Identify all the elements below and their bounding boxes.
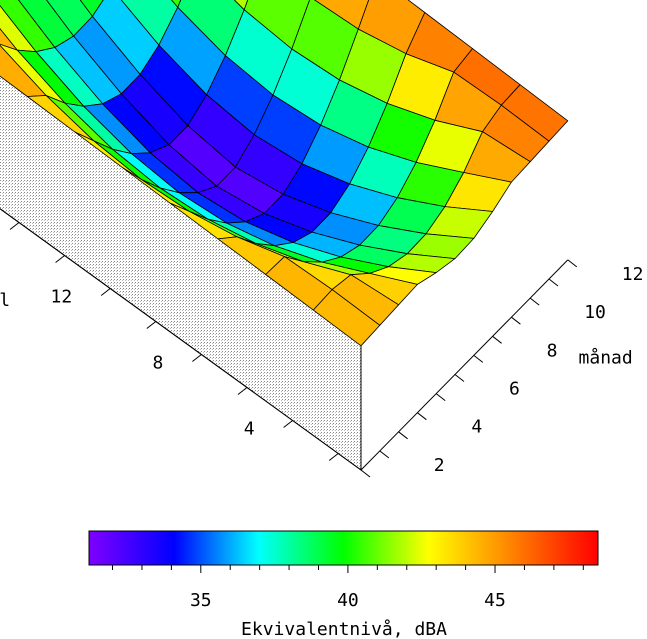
month-tick-label: 4 — [471, 417, 482, 438]
surface-patch — [312, 289, 381, 347]
month-tick — [417, 412, 427, 421]
month-tick — [360, 469, 371, 478]
month-tick — [435, 393, 446, 401]
hour-axis-title: kl — [0, 290, 10, 311]
surface-mesh — [0, 0, 569, 347]
axes: 24681012månad4812162024kl354045 — [0, 208, 644, 478]
month-tick — [454, 374, 465, 382]
surface-patch — [79, 0, 104, 17]
colorbar-tick-label: 40 — [337, 590, 359, 611]
hour-tick — [55, 255, 65, 263]
month-axis-title: månad — [579, 348, 633, 369]
hour-tick — [283, 420, 293, 428]
month-tick — [398, 431, 408, 440]
month-tick-label: 10 — [584, 302, 606, 323]
hour-tick — [192, 354, 202, 362]
hour-axis-line — [0, 208, 362, 471]
hour-tick — [146, 321, 157, 329]
month-tick-label: 8 — [547, 340, 558, 361]
surface-patch — [233, 0, 249, 11]
month-tick — [492, 335, 502, 344]
month-tick-label: 12 — [622, 264, 644, 285]
month-tick — [473, 355, 484, 363]
month-tick — [379, 450, 390, 459]
hour-tick-label: 4 — [244, 419, 255, 440]
month-tick-label: 6 — [509, 379, 520, 400]
colorbar-gradient — [88, 530, 599, 566]
colorbar-tick-label: 35 — [190, 590, 212, 611]
month-axis-line — [360, 259, 569, 471]
hour-tick — [9, 222, 20, 230]
month-tick — [511, 316, 521, 325]
colorbar-title: Ekvivalentnivå, dBA — [241, 619, 447, 639]
colorbar-tick-label: 45 — [484, 590, 506, 611]
hour-tick — [237, 387, 248, 395]
month-tick-label: 2 — [434, 455, 445, 476]
hour-tick-label: 12 — [51, 287, 73, 308]
month-tick — [529, 297, 540, 306]
colorbar: 35 40 45 Ekvivalentnivå, dBA — [88, 530, 599, 639]
hour-tick-label: 8 — [153, 353, 164, 374]
hour-tick — [328, 453, 339, 461]
month-tick — [548, 278, 559, 287]
month-tick — [567, 259, 578, 268]
hour-tick — [100, 288, 111, 296]
